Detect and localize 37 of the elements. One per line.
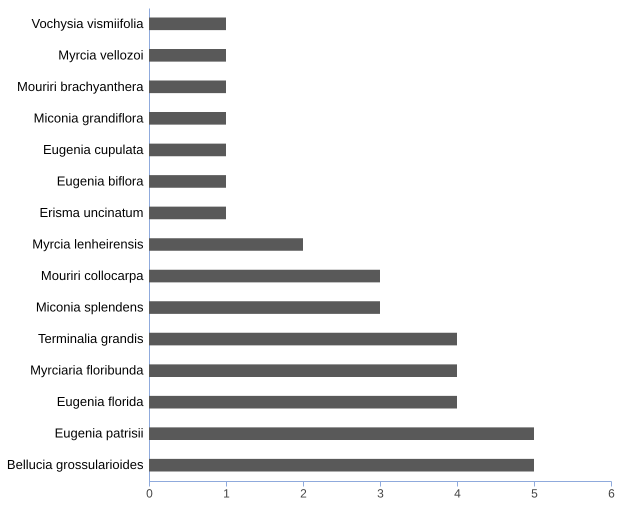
bar	[149, 17, 226, 30]
y-tick-label: Myrciaria floribunda	[30, 362, 144, 378]
x-tick-label: 3	[377, 486, 384, 500]
bar	[149, 396, 457, 408]
y-tick-label: Miconia splendens	[36, 300, 144, 315]
y-tick-label: Mouriri collocarpa	[40, 268, 144, 284]
y-tick-label: Eugenia cupulata	[43, 142, 144, 157]
y-tick-label: Eugenia florida	[56, 394, 144, 410]
bar	[149, 427, 534, 440]
bar	[149, 175, 226, 188]
y-tick-label: Myrcia lenheirensis	[32, 236, 144, 252]
bar	[149, 238, 303, 251]
bar	[149, 364, 457, 377]
bar	[149, 206, 226, 220]
y-tick-label: Erisma uncinatum	[39, 204, 144, 220]
bar	[149, 270, 380, 282]
y-tick-label: Vochysia vismiifolia	[32, 16, 144, 31]
y-tick-label: Eugenia patrisii	[54, 426, 144, 441]
bar	[149, 112, 226, 125]
x-tick-label: 2	[300, 486, 308, 500]
bar	[149, 144, 226, 156]
y-tick-label: Bellucia grossularioides	[6, 457, 144, 472]
y-tick-label: Myrcia vellozoi	[58, 47, 144, 62]
y-tick-label: Miconia grandiflora	[34, 110, 144, 126]
x-tick-label: 6	[608, 486, 616, 500]
bar	[149, 80, 226, 94]
bar	[149, 458, 534, 472]
x-tick-label: 1	[223, 486, 230, 500]
x-tick-label: 0	[146, 486, 154, 500]
bar	[149, 48, 226, 62]
x-tick-label: 5	[531, 486, 538, 500]
y-tick-label: Terminalia grandis	[38, 331, 144, 346]
bar	[149, 301, 380, 314]
bar	[149, 332, 457, 346]
x-tick-label: 4	[454, 486, 462, 500]
y-tick-label: Eugenia biflora	[56, 173, 144, 188]
y-tick-label: Mouriri brachyanthera	[17, 78, 144, 94]
